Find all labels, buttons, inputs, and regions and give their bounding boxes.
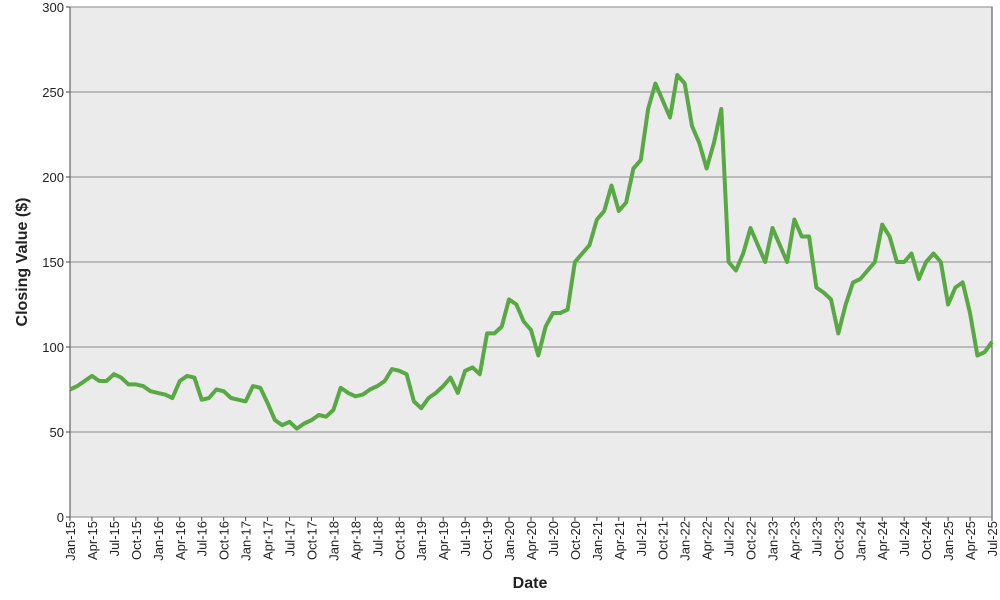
x-tick-label: Jan-25 [941,521,956,561]
x-tick-label: Oct-23 [831,521,846,560]
x-tick-label: Oct-24 [919,521,934,560]
x-tick-label: Jul-23 [809,521,824,556]
x-tick-label: Apr-18 [348,521,363,560]
y-tick-label: 250 [42,85,64,100]
x-tick-label: Jan-17 [239,521,254,561]
x-tick-label: Jan-15 [63,521,78,561]
x-tick-label: Apr-22 [700,521,715,560]
x-tick-label: Jul-25 [985,521,1000,556]
x-tick-label: Oct-22 [744,521,759,560]
x-tick-label: Oct-21 [656,521,671,560]
x-tick-label: Jul-16 [195,521,210,556]
x-tick-label: Oct-18 [392,521,407,560]
x-tick-label: Apr-17 [261,521,276,560]
x-tick-label: Jan-19 [414,521,429,561]
y-tick-label: 100 [42,340,64,355]
x-axis-label: Date [513,575,548,592]
x-tick-label: Apr-19 [436,521,451,560]
x-tick-label: Jan-18 [326,521,341,561]
x-tick-label: Jan-22 [678,521,693,561]
y-tick-label: 50 [50,425,64,440]
x-tick-label: Jul-19 [458,521,473,556]
y-tick-label: 200 [42,170,64,185]
x-tick-label: Jan-16 [151,521,166,561]
y-tick-label: 300 [42,0,64,15]
x-tick-label: Jul-17 [283,521,298,556]
x-tick-label: Jul-24 [897,521,912,556]
y-axis-label: Closing Value ($) [14,198,31,327]
x-tick-label: Apr-15 [85,521,100,560]
x-tick-label: Oct-19 [480,521,495,560]
x-tick-label: Oct-15 [129,521,144,560]
x-tick-label: Apr-25 [963,521,978,560]
x-tick-label: Apr-16 [173,521,188,560]
x-tick-label: Oct-20 [568,521,583,560]
data-line [69,73,994,431]
x-tick-label: Jul-22 [722,521,737,556]
x-tick-label: Apr-24 [875,521,890,560]
x-tick-label: Jan-24 [853,521,868,561]
x-tick-label: Apr-23 [787,521,802,560]
x-tick-label: Oct-16 [217,521,232,560]
x-tick-label: Jul-20 [546,521,561,556]
x-tick-label: Apr-20 [524,521,539,560]
x-tick-label: Apr-21 [612,521,627,560]
x-tick-label: Jul-18 [370,521,385,556]
x-tick-label: Jan-21 [590,521,605,561]
x-tick-label: Jan-20 [502,521,517,561]
x-tick-label: Jul-21 [634,521,649,556]
y-tick-label: 150 [42,255,64,270]
x-tick-label: Jul-15 [107,521,122,556]
y-tick-label: 0 [57,510,64,525]
x-tick-label: Jan-23 [765,521,780,561]
x-tick-label: Oct-17 [304,521,319,560]
